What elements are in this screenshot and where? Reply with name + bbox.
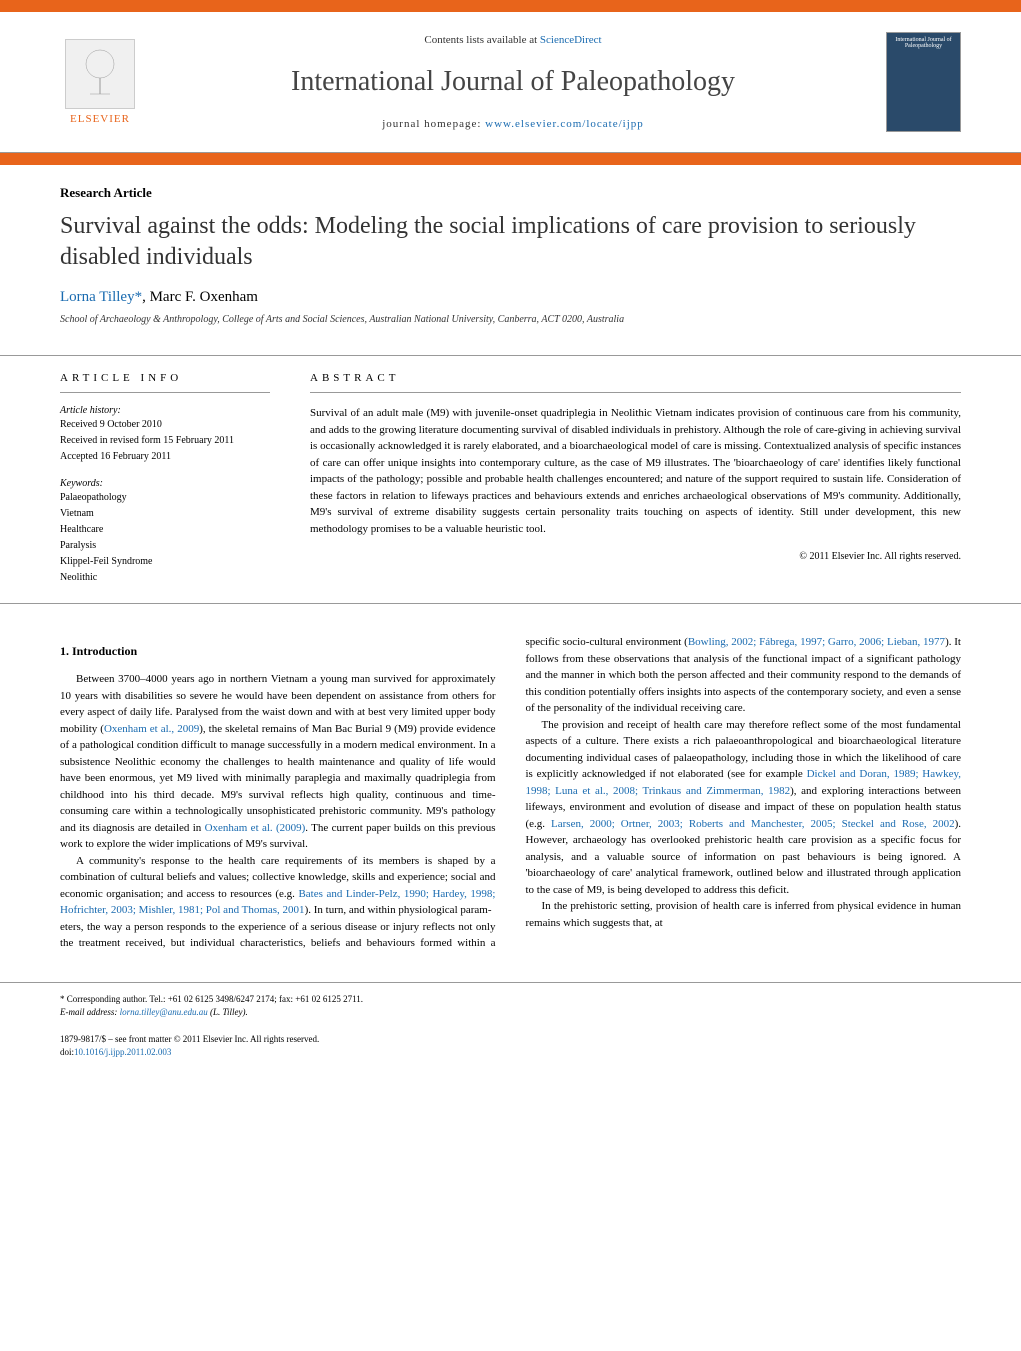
keyword-4: Klippel-Feil Syndrome [60, 555, 270, 569]
para-2: A community's response to the health car… [60, 853, 496, 919]
history-received: Received 9 October 2010 [60, 418, 270, 432]
abstract-column: ABSTRACT Survival of an adult male (M9) … [290, 356, 961, 603]
email-link[interactable]: lorna.tilley@anu.edu.au [120, 1007, 208, 1017]
abstract-text: Survival of an adult male (M9) with juve… [310, 405, 961, 537]
history-label: Article history: [60, 405, 270, 416]
history-revised: Received in revised form 15 February 201… [60, 434, 270, 448]
homepage-line: journal homepage: www.elsevier.com/locat… [160, 118, 866, 130]
journal-name: International Journal of Paleopathology [160, 66, 866, 98]
para-4: The provision and receipt of health care… [526, 717, 962, 899]
article-info-heading: ARTICLE INFO [60, 372, 270, 393]
header-orange-bar [0, 153, 1021, 165]
info-abstract-row: ARTICLE INFO Article history: Received 9… [0, 355, 1021, 604]
elsevier-text: ELSEVIER [70, 113, 130, 125]
journal-cover-thumbnail: International Journal of Paleopathology [886, 32, 961, 132]
issn-line: 1879-9817/$ – see front matter © 2011 El… [60, 1033, 961, 1046]
para-5: In the prehistoric setting, provision of… [526, 898, 962, 931]
doi-link[interactable]: 10.1016/j.ijpp.2011.02.003 [74, 1047, 171, 1057]
top-orange-bar [0, 0, 1021, 12]
elsevier-tree-icon [65, 39, 135, 109]
cover-text: International Journal of Paleopathology [891, 37, 956, 49]
doi-section: 1879-9817/$ – see front matter © 2011 El… [60, 1033, 961, 1058]
article-info-column: ARTICLE INFO Article history: Received 9… [60, 356, 290, 603]
affiliation: School of Archaeology & Anthropology, Co… [60, 314, 961, 325]
article-type: Research Article [60, 185, 961, 201]
corresponding-author: * Corresponding author. Tel.: +61 02 612… [60, 993, 961, 1006]
keyword-0: Palaeopathology [60, 491, 270, 505]
keyword-5: Neolithic [60, 571, 270, 585]
author-tilley[interactable]: Lorna Tilley [60, 289, 135, 305]
footer: * Corresponding author. Tel.: +61 02 612… [0, 982, 1021, 1089]
contents-line: Contents lists available at ScienceDirec… [160, 34, 866, 46]
authors: Lorna Tilley*, Marc F. Oxenham [60, 289, 961, 306]
keyword-1: Vietnam [60, 507, 270, 521]
keywords-label: Keywords: [60, 478, 270, 489]
homepage-link[interactable]: www.elsevier.com/locate/ijpp [485, 118, 644, 130]
elsevier-logo: ELSEVIER [60, 32, 140, 132]
cite-bowling-etal[interactable]: Bowling, 2002; Fábrega, 1997; Garro, 200… [688, 636, 945, 648]
sciencedirect-link[interactable]: ScienceDirect [540, 34, 602, 46]
intro-heading: 1. Introduction [60, 644, 496, 659]
cite-larsen-etal[interactable]: Larsen, 2000; Ortner, 2003; Roberts and … [551, 818, 955, 830]
journal-header: ELSEVIER Contents lists available at Sci… [0, 12, 1021, 153]
body-two-column: 1. Introduction Between 3700–4000 years … [0, 624, 1021, 982]
corr-marker[interactable]: * [135, 289, 143, 305]
asterisk-icon: * [60, 994, 67, 1004]
homepage-prefix: journal homepage: [382, 118, 485, 130]
article-header: Research Article Survival against the od… [0, 165, 1021, 355]
abstract-copyright: © 2011 Elsevier Inc. All rights reserved… [310, 551, 961, 562]
para-1: Between 3700–4000 years ago in northern … [60, 671, 496, 853]
contents-prefix: Contents lists available at [424, 34, 539, 46]
keywords-block: Keywords: Palaeopathology Vietnam Health… [60, 478, 270, 585]
history-accepted: Accepted 16 February 2011 [60, 450, 270, 464]
cite-oxenham-2009a[interactable]: Oxenham et al., 2009 [104, 723, 199, 735]
email-line: E-mail address: lorna.tilley@anu.edu.au … [60, 1007, 961, 1017]
abstract-heading: ABSTRACT [310, 372, 961, 393]
author-oxenham: , Marc F. Oxenham [142, 289, 258, 305]
article-title: Survival against the odds: Modeling the … [60, 211, 961, 273]
doi-line: doi:10.1016/j.ijpp.2011.02.003 [60, 1046, 961, 1059]
cite-oxenham-2009b[interactable]: Oxenham et al. (2009) [205, 822, 306, 834]
header-center: Contents lists available at ScienceDirec… [140, 34, 886, 130]
keyword-3: Paralysis [60, 539, 270, 553]
keyword-2: Healthcare [60, 523, 270, 537]
